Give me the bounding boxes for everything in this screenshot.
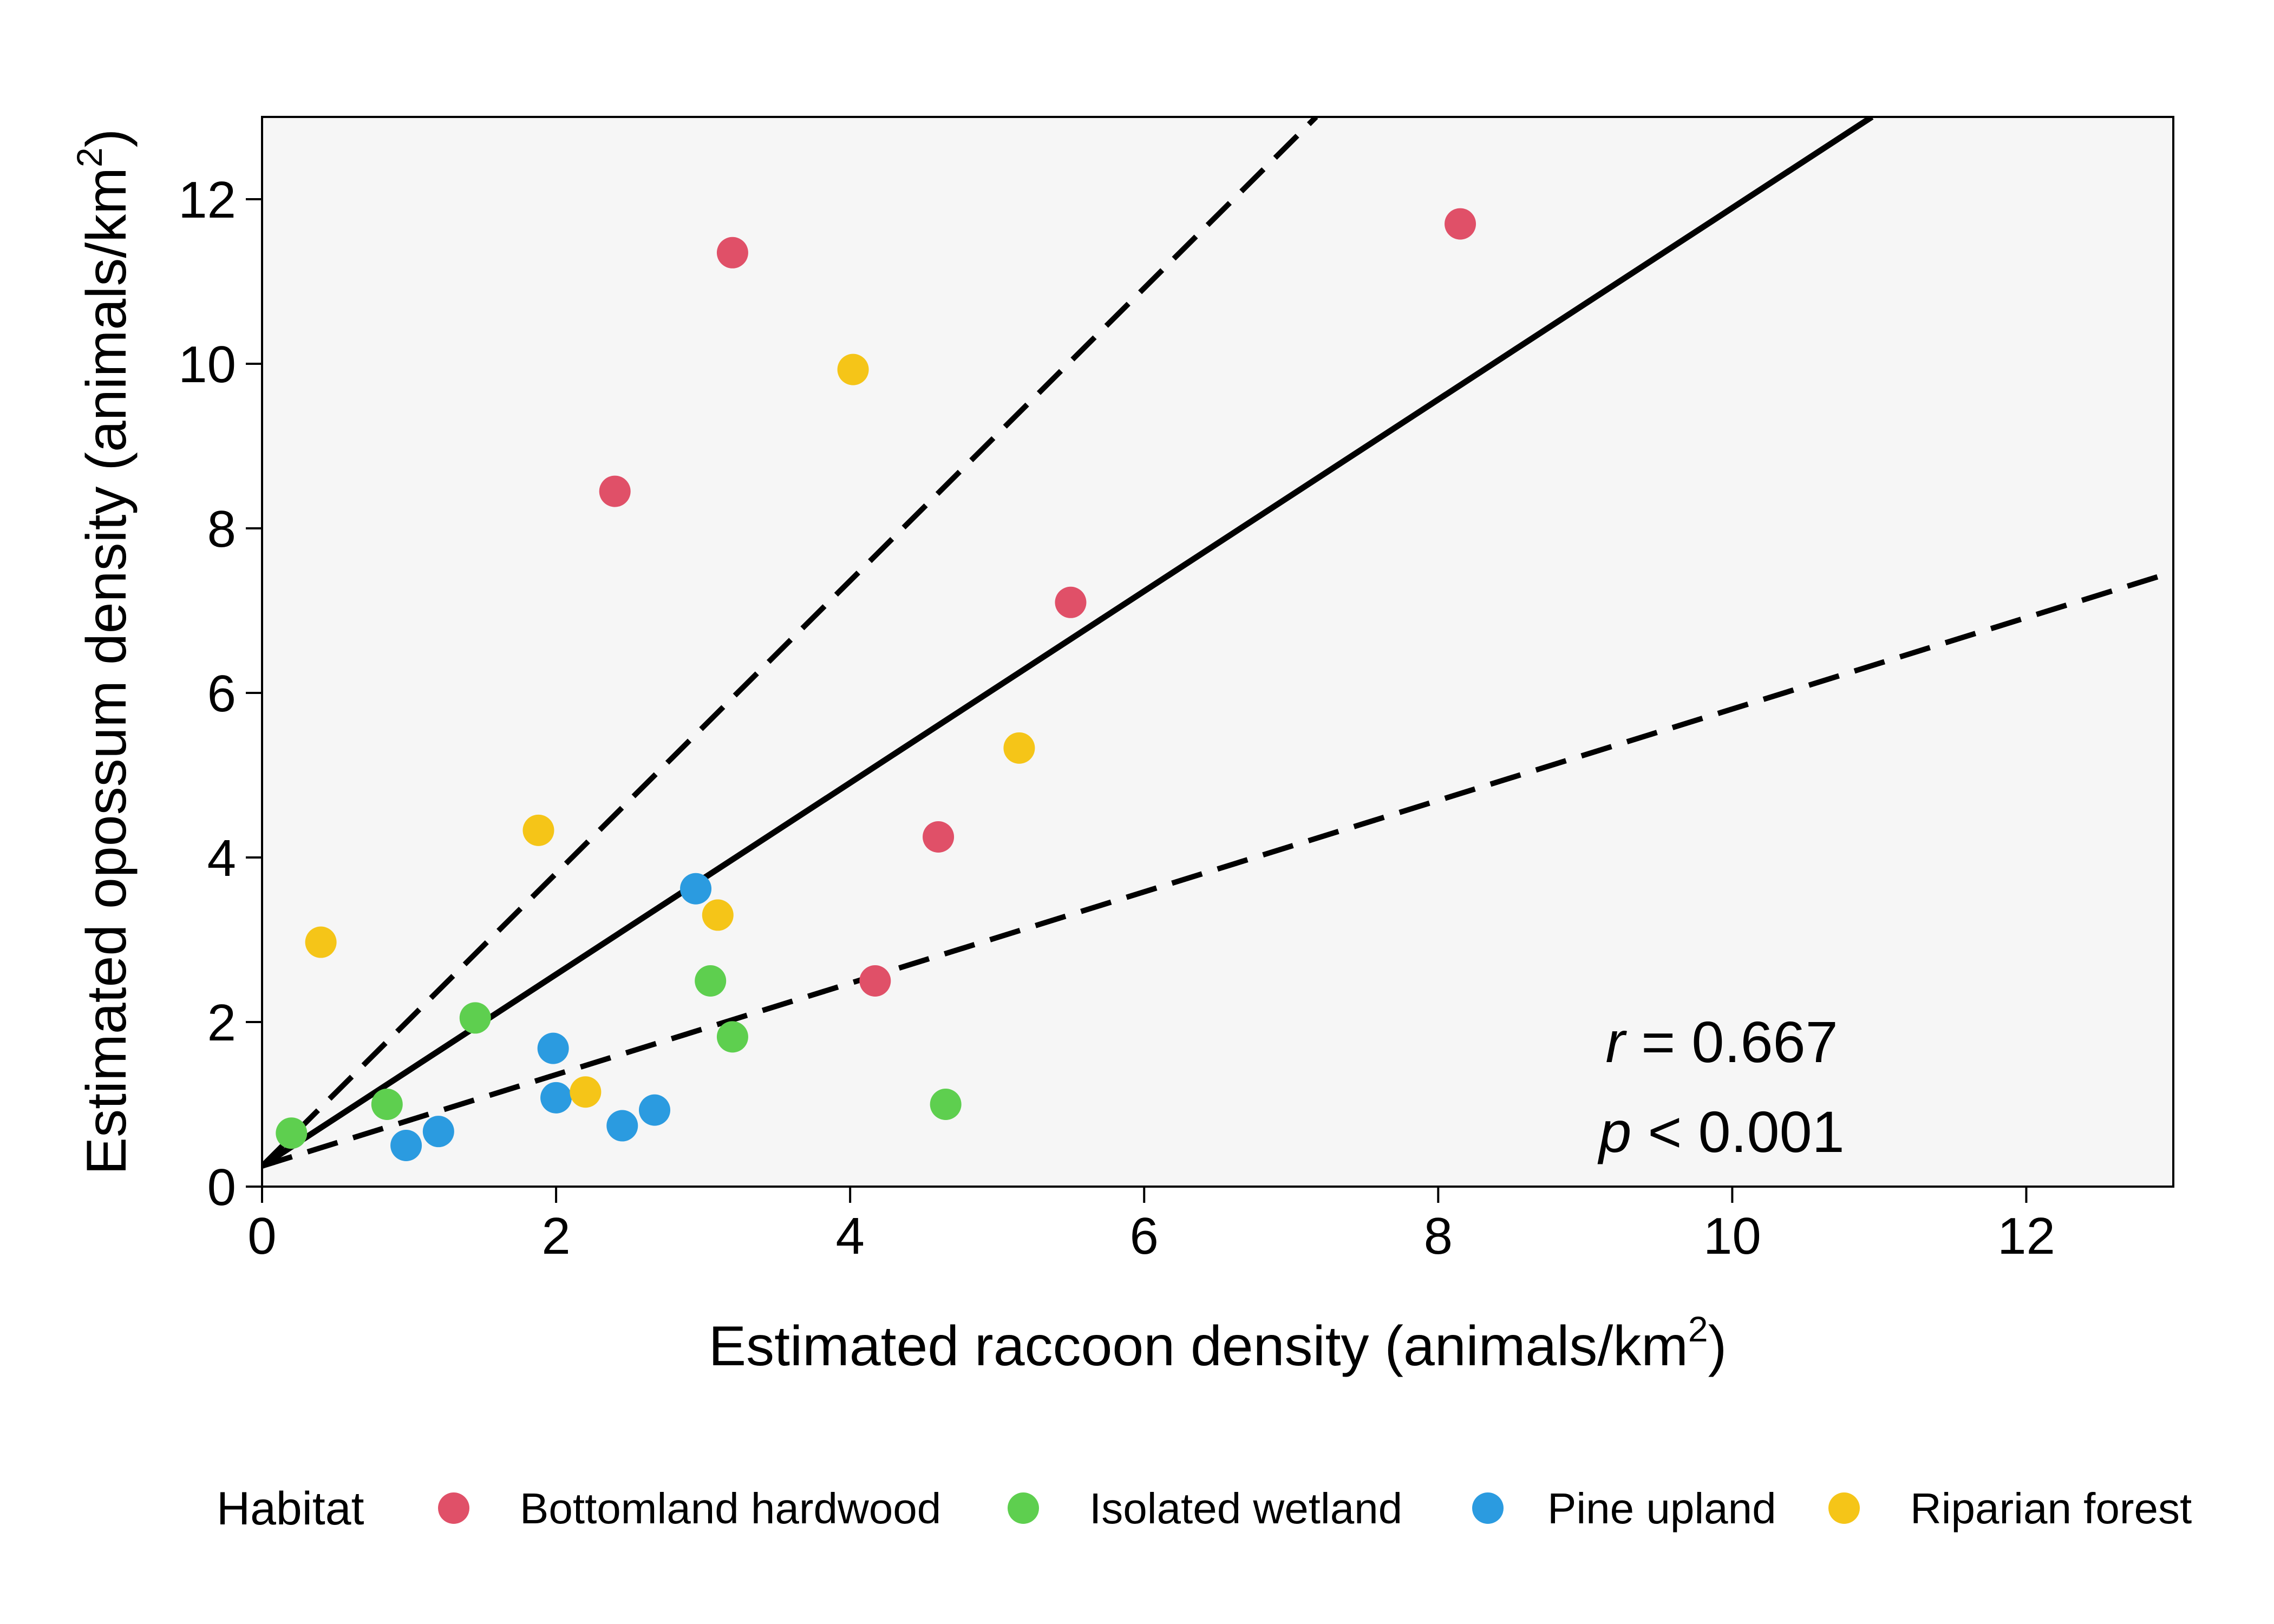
data-point [702,899,734,931]
y-axis-title: Estimated opossum density (animals/km2) [69,129,138,1175]
data-point [459,1002,491,1034]
x-axis-title-superscript: 2 [1688,1309,1708,1349]
bound-line-upper-bound [262,117,1318,1168]
x-tick-label: 4 [835,1207,864,1265]
x-axis: 0 2 4 6 8 10 12 [247,1187,2055,1265]
data-point [639,1094,671,1126]
y-tick-label: 6 [207,665,236,723]
legend: Habitat Bottomland hardwood Isolated wetl… [217,1483,2192,1535]
legend-label: Pine upland [1547,1484,1776,1533]
x-axis-title-text: Estimated raccoon density (animals/km [709,1315,1688,1378]
y-tick-label: 12 [178,171,236,229]
data-point [422,1116,454,1148]
data-point [680,873,712,905]
data-point [716,1021,748,1053]
y-tick-label: 2 [207,994,236,1052]
y-tick-label: 8 [207,500,236,558]
data-points [276,208,1476,1161]
p-value-annotation: p < 0.001 [1597,1099,1844,1164]
data-point [837,353,869,385]
data-point [859,965,891,997]
data-point [1445,208,1476,240]
data-point [371,1089,403,1120]
x-axis-title-end: ) [1708,1315,1727,1378]
data-point [923,821,955,853]
r-value: = 0.667 [1625,1009,1838,1075]
x-tick-label: 12 [1997,1207,2055,1265]
data-point [695,965,727,997]
y-axis-title-superscript: 2 [69,147,109,167]
bound-line-lower-bound [262,569,2173,1169]
legend-swatch [1008,1492,1039,1524]
data-point [276,1117,308,1149]
regression-line [262,117,1874,1169]
x-tick-label: 2 [541,1207,570,1265]
y-tick-label: 10 [178,336,236,394]
data-point [716,237,748,269]
legend-swatch [1828,1492,1860,1524]
data-point [570,1076,602,1108]
x-tick-label: 10 [1703,1207,1761,1265]
legend-title: Habitat [217,1483,364,1535]
x-tick-label: 6 [1130,1207,1159,1265]
data-point [390,1130,422,1161]
data-point [1003,732,1035,764]
data-point [540,1082,572,1114]
x-axis-title: Estimated raccoon density (animals/km2) [709,1309,1727,1378]
fit-lines [262,117,2173,1169]
data-point [599,475,631,507]
plot-panel [261,116,2174,1188]
y-axis: 0 2 4 6 8 10 12 [178,171,262,1216]
p-symbol: p [1597,1099,1631,1164]
x-tick-label: 8 [1424,1207,1453,1265]
data-point [606,1110,638,1142]
data-point [537,1032,569,1064]
legend-label: Bottomland hardwood [520,1484,941,1533]
data-point [305,926,337,958]
p-value: < 0.001 [1631,1099,1844,1164]
correlation-annotation: r = 0.667 [1605,1009,1838,1075]
legend-label: Riparian forest [1910,1484,2192,1533]
data-point [930,1089,962,1120]
r-symbol: r [1605,1009,1627,1075]
legend-swatch [438,1492,469,1524]
data-point [1055,586,1087,618]
y-tick-label: 4 [207,829,236,887]
legend-label: Isolated wetland [1089,1484,1402,1533]
y-axis-title-text: Estimated opossum density (animals/km [75,167,138,1175]
y-tick-label: 0 [207,1158,236,1216]
y-axis-title-end: ) [75,129,138,148]
x-tick-label: 0 [247,1207,276,1265]
data-point [522,814,554,846]
legend-swatch [1472,1492,1504,1524]
